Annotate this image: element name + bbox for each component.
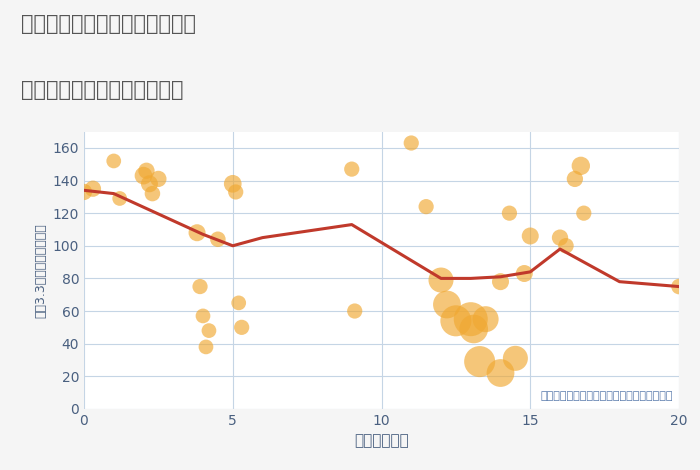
Point — [480, 315, 491, 323]
Text: 愛知県名古屋市瑞穂区田辺通の: 愛知県名古屋市瑞穂区田辺通の — [21, 14, 196, 34]
Point — [468, 325, 480, 333]
Point — [504, 210, 515, 217]
Point — [561, 242, 572, 250]
Point — [578, 210, 589, 217]
Point — [435, 276, 447, 284]
Point — [554, 234, 566, 242]
Point — [138, 172, 149, 180]
Point — [195, 283, 206, 290]
Point — [450, 317, 461, 325]
Point — [192, 229, 203, 236]
Point — [153, 175, 164, 183]
Point — [525, 232, 536, 240]
Point — [406, 139, 417, 147]
Point — [212, 235, 223, 243]
Point — [575, 162, 587, 170]
Point — [465, 315, 476, 323]
Point — [114, 195, 125, 202]
Point — [495, 369, 506, 377]
Point — [236, 323, 247, 331]
Text: 駅距離別中古マンション価格: 駅距離別中古マンション価格 — [21, 80, 183, 100]
Point — [141, 167, 152, 174]
Point — [421, 203, 432, 211]
Point — [569, 175, 580, 183]
X-axis label: 駅距離（分）: 駅距離（分） — [354, 433, 409, 448]
Point — [203, 327, 214, 334]
Point — [78, 188, 90, 196]
Y-axis label: 坪（3.3㎡）単価（万円）: 坪（3.3㎡）単価（万円） — [34, 223, 47, 318]
Point — [519, 270, 530, 277]
Point — [147, 190, 158, 197]
Point — [510, 354, 521, 362]
Point — [230, 188, 241, 196]
Point — [495, 278, 506, 285]
Point — [673, 283, 685, 290]
Point — [197, 312, 209, 320]
Point — [349, 307, 360, 315]
Point — [474, 358, 485, 365]
Point — [144, 180, 155, 188]
Point — [233, 299, 244, 306]
Text: 円の大きさは、取引のあった物件面積を示す: 円の大きさは、取引のあった物件面積を示す — [540, 391, 673, 400]
Point — [346, 165, 357, 173]
Point — [441, 301, 452, 308]
Point — [108, 157, 119, 164]
Point — [88, 185, 99, 192]
Point — [227, 180, 238, 188]
Point — [200, 343, 211, 351]
